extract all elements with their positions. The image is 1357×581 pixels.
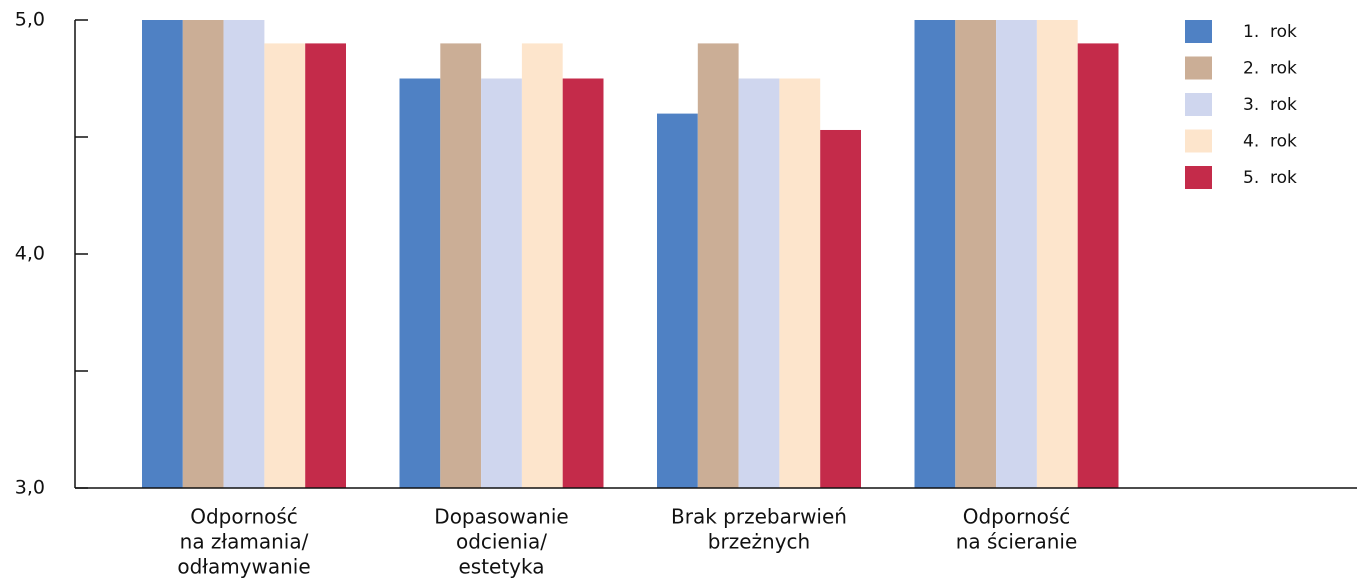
bar (820, 129, 861, 489)
legend-swatch (1185, 93, 1212, 116)
x-tick-label: odłamywanie (177, 555, 310, 579)
bar (1036, 20, 1078, 488)
bar (305, 43, 346, 489)
legend-label: 5. rok (1243, 168, 1297, 188)
bar (223, 20, 265, 488)
bar (399, 78, 441, 488)
y-tick-label: 3,0 (15, 477, 45, 499)
bar (657, 113, 698, 488)
x-tick-label: Odporność (963, 505, 1071, 529)
legend-swatch (1185, 166, 1212, 189)
legend-swatch (1185, 20, 1212, 43)
bar (697, 43, 739, 489)
x-tick-label: Dopasowanie (434, 505, 568, 529)
bar (779, 78, 821, 488)
bar (996, 20, 1037, 488)
legend-label: 2. rok (1243, 59, 1297, 79)
bar (440, 43, 482, 489)
bar (914, 20, 956, 488)
x-tick-label: estetyka (458, 555, 544, 579)
bar (738, 78, 780, 488)
y-tick-label: 4,0 (15, 243, 45, 265)
legend-label: 4. rok (1243, 132, 1297, 152)
x-tick-label: odcienia/ (456, 530, 547, 554)
legend-label: 3. rok (1243, 95, 1297, 115)
x-tick-label: Brak przebarwień (671, 505, 847, 529)
bar (562, 78, 604, 488)
bar (1077, 43, 1119, 489)
y-tick-label: 5,0 (15, 9, 45, 31)
legend-swatch (1185, 129, 1212, 153)
legend-swatch (1185, 56, 1212, 80)
x-tick-label: brzeżnych (708, 530, 810, 554)
x-tick-label: na złamania/ (180, 530, 309, 554)
x-tick-label: Odporność (190, 505, 298, 529)
bar (142, 20, 183, 488)
x-tick-label: na ścieranie (956, 530, 1078, 554)
bar (521, 43, 563, 489)
bar (955, 20, 997, 488)
bar (481, 78, 522, 488)
bar (182, 20, 224, 488)
legend-label: 1. rok (1243, 22, 1297, 42)
bar (264, 43, 306, 489)
